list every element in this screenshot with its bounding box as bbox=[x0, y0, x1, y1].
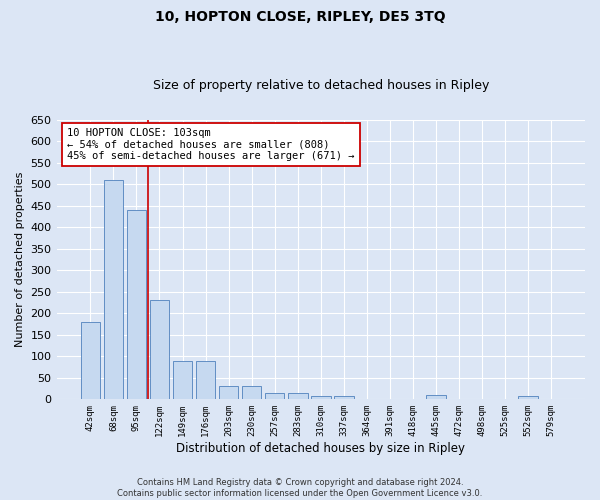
Title: Size of property relative to detached houses in Ripley: Size of property relative to detached ho… bbox=[152, 79, 489, 92]
Bar bbox=[334, 396, 353, 400]
Bar bbox=[127, 210, 146, 400]
Bar bbox=[173, 360, 193, 400]
Bar bbox=[104, 180, 123, 400]
Bar bbox=[311, 396, 331, 400]
Bar bbox=[518, 396, 538, 400]
Bar bbox=[149, 300, 169, 400]
Bar bbox=[288, 393, 308, 400]
Text: 10, HOPTON CLOSE, RIPLEY, DE5 3TQ: 10, HOPTON CLOSE, RIPLEY, DE5 3TQ bbox=[155, 10, 445, 24]
Bar bbox=[242, 386, 262, 400]
Bar bbox=[426, 395, 446, 400]
Bar bbox=[80, 322, 100, 400]
Bar bbox=[196, 360, 215, 400]
Y-axis label: Number of detached properties: Number of detached properties bbox=[15, 172, 25, 347]
Text: 10 HOPTON CLOSE: 103sqm
← 54% of detached houses are smaller (808)
45% of semi-d: 10 HOPTON CLOSE: 103sqm ← 54% of detache… bbox=[67, 128, 355, 161]
X-axis label: Distribution of detached houses by size in Ripley: Distribution of detached houses by size … bbox=[176, 442, 465, 455]
Bar bbox=[219, 386, 238, 400]
Bar bbox=[265, 393, 284, 400]
Text: Contains HM Land Registry data © Crown copyright and database right 2024.
Contai: Contains HM Land Registry data © Crown c… bbox=[118, 478, 482, 498]
